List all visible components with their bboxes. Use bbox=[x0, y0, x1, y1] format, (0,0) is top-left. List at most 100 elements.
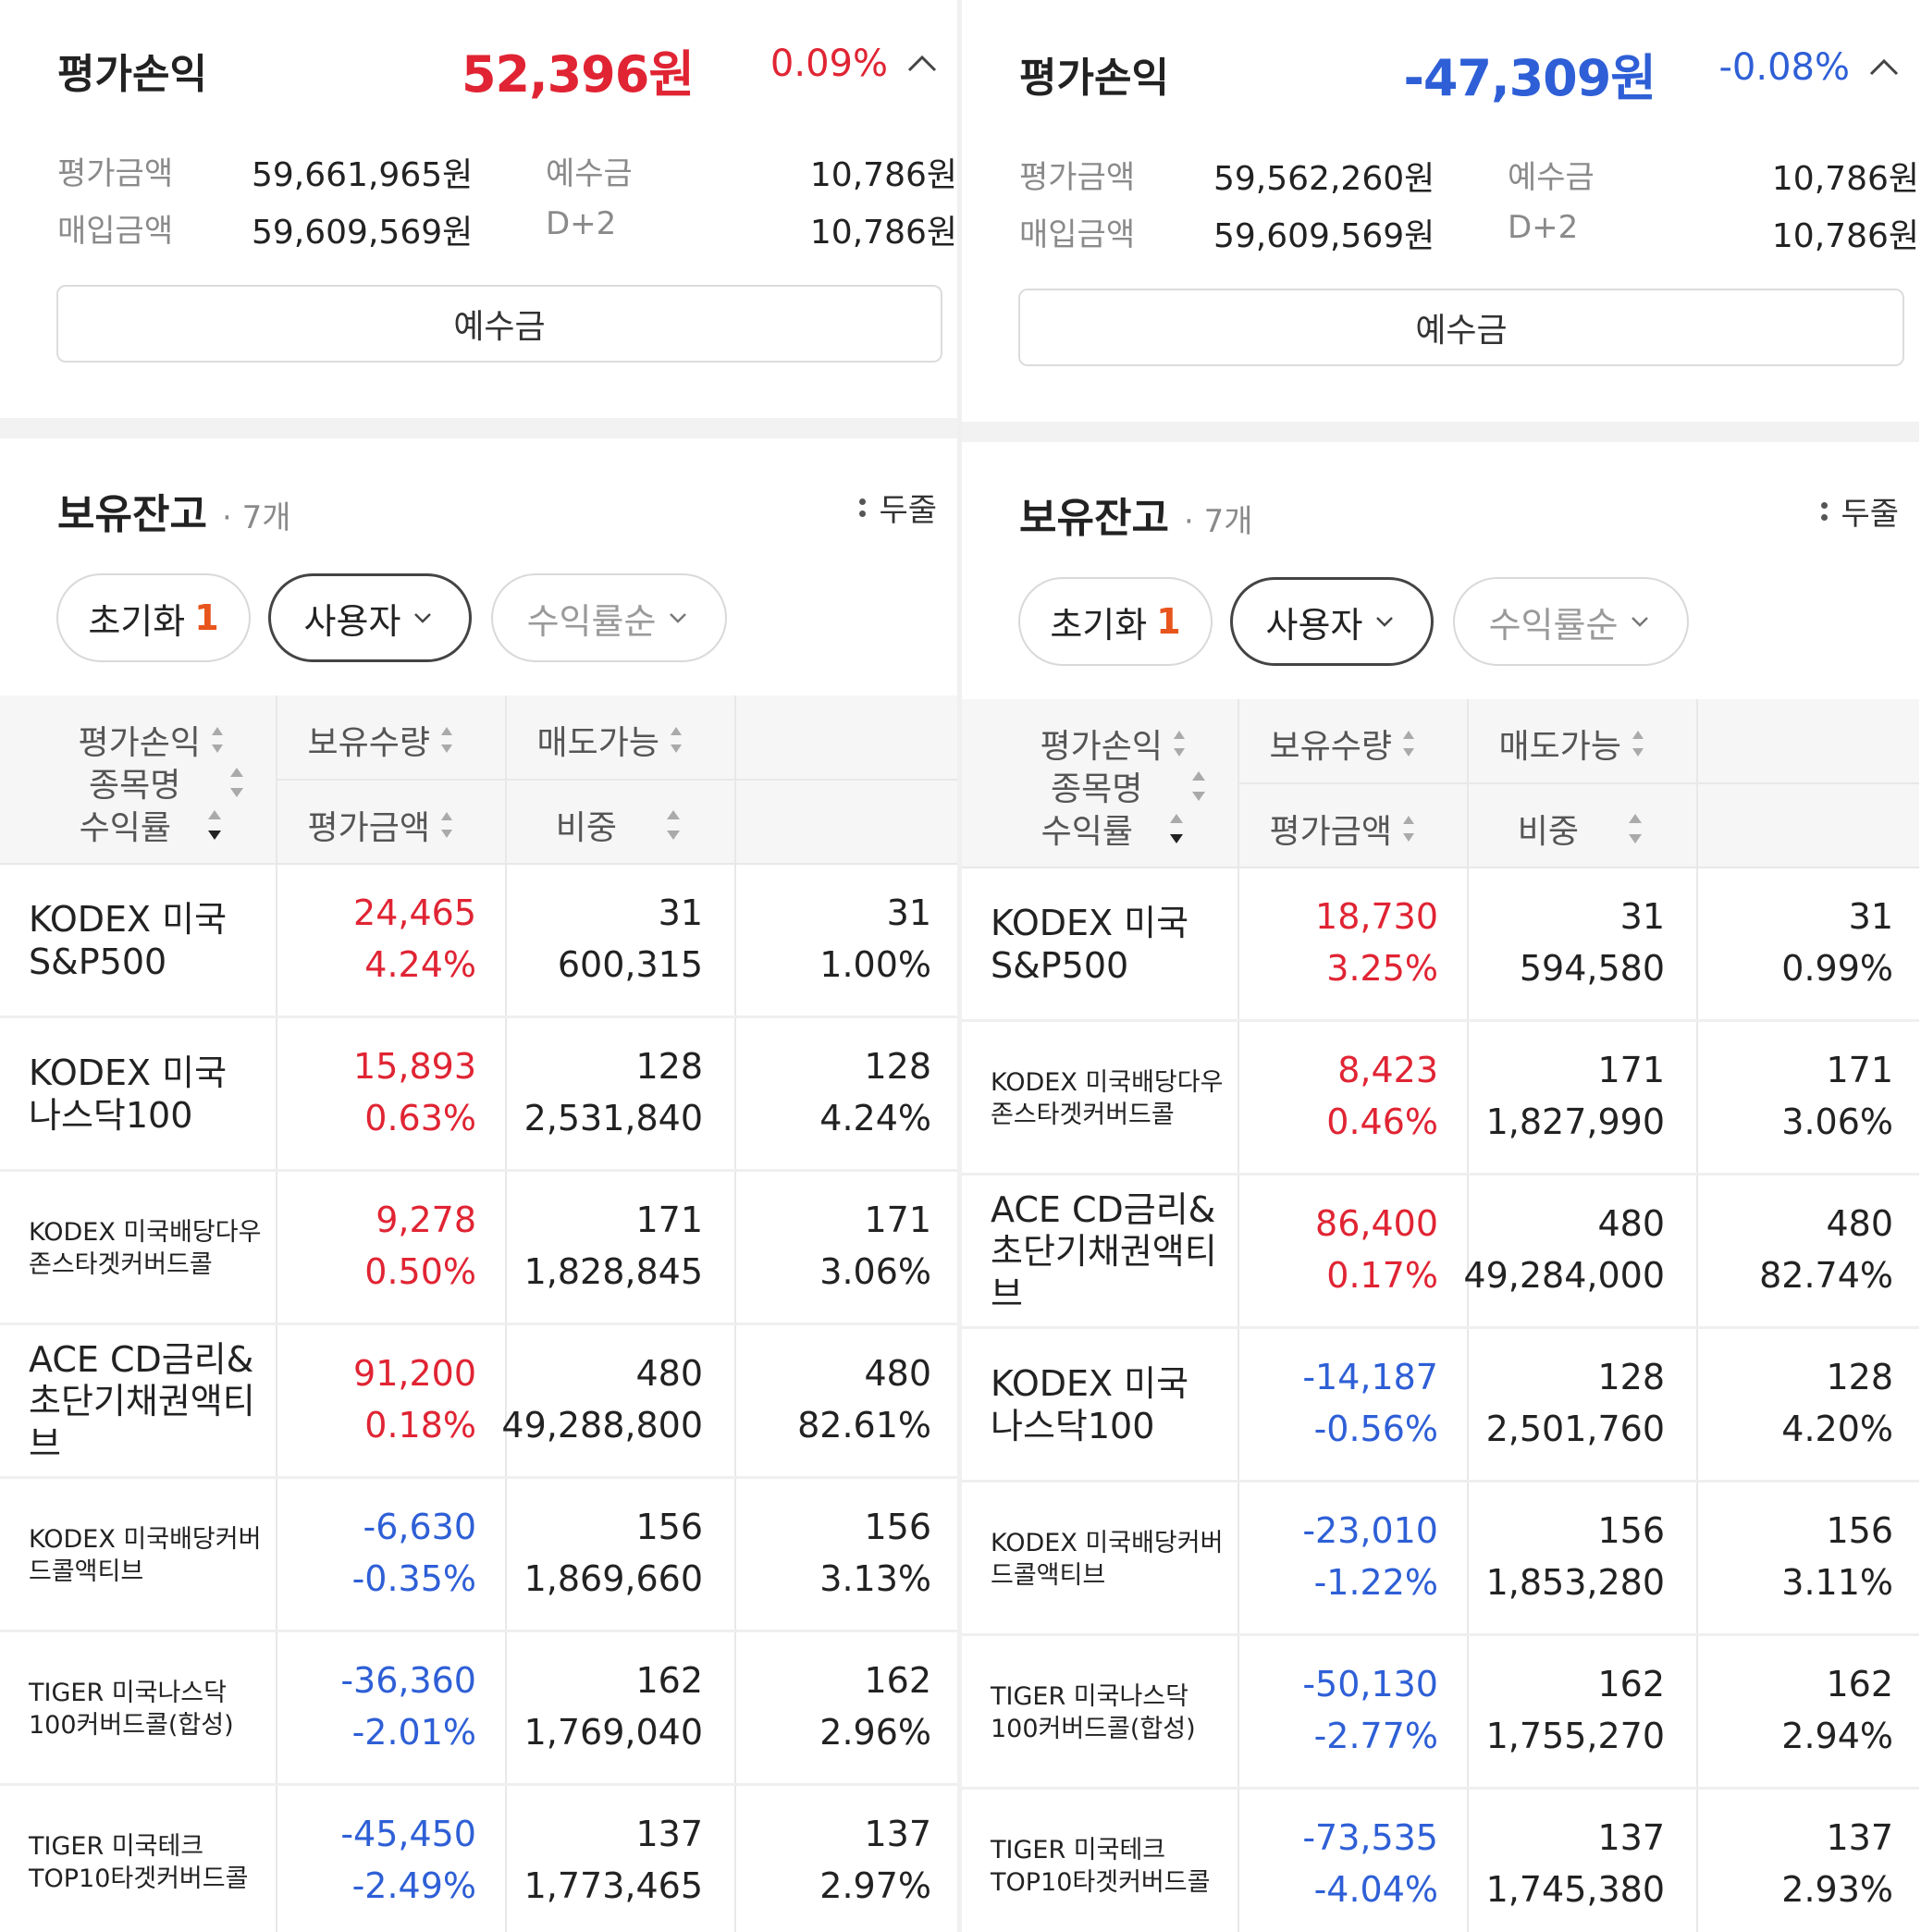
table-row[interactable]: KODEX 미국배당다우존스타겟커버드콜 8,423 0.46% 171 1,8… bbox=[962, 1022, 1919, 1175]
sellable-cell: 137 bbox=[864, 1814, 931, 1854]
qty-cell: 156 bbox=[635, 1507, 703, 1547]
weight-cell: 2.94% bbox=[1781, 1716, 1893, 1756]
rate-cell: 3.25% bbox=[1326, 948, 1438, 989]
column-divider bbox=[1696, 699, 1698, 1932]
header-pl[interactable]: 평가손익 bbox=[1041, 720, 1188, 768]
header-sellable[interactable]: 매도가능 bbox=[537, 716, 685, 764]
pl-cell: -14,187 bbox=[1302, 1357, 1438, 1397]
stock-name: ACE CD금리&초단기채권액티브 bbox=[991, 1188, 1217, 1314]
qty-cell: 137 bbox=[635, 1814, 703, 1854]
stock-name: TIGER 미국나스닥100커버드콜(합성) bbox=[991, 1681, 1196, 1743]
eval-cell: 1,755,270 bbox=[1485, 1716, 1665, 1756]
reset-label: 초기화 bbox=[1050, 604, 1148, 646]
d2-label: D+2 bbox=[1508, 209, 1579, 246]
qty-cell: 162 bbox=[635, 1660, 703, 1701]
header-rate-label: 수익률 bbox=[1041, 813, 1133, 851]
stock-name: KODEX 미국 S&P500 bbox=[991, 903, 1189, 986]
sellable-cell: 128 bbox=[864, 1046, 931, 1087]
table-row[interactable]: ACE CD금리&초단기채권액티브 86,400 0.17% 480 49,28… bbox=[962, 1175, 1919, 1329]
sort-icon bbox=[441, 727, 452, 753]
eval-cell: 600,315 bbox=[557, 944, 703, 985]
header-sellable[interactable]: 매도가능 bbox=[1499, 720, 1647, 768]
header-rate[interactable]: 수익률 bbox=[1041, 805, 1188, 853]
pl-cell: 24,465 bbox=[353, 892, 476, 933]
buy-amount-value: 59,609,569원 bbox=[1213, 217, 1435, 255]
sellable-cell: 31 bbox=[886, 892, 931, 933]
table-row[interactable]: TIGER 미국테크TOP10타겟커버드콜 -45,450 -2.49% 137… bbox=[0, 1786, 957, 1932]
two-line-toggle[interactable]: 두줄 bbox=[1821, 488, 1899, 534]
header-eval[interactable]: 평가금액 bbox=[308, 801, 456, 849]
header-pl-label: 평가손익 bbox=[78, 724, 201, 762]
sellable-cell: 156 bbox=[1826, 1510, 1893, 1551]
weight-cell: 82.74% bbox=[1759, 1255, 1893, 1296]
deposit-button[interactable]: 예수금 bbox=[1018, 289, 1904, 366]
chevron-up-icon[interactable] bbox=[1860, 44, 1908, 92]
column-divider bbox=[1467, 699, 1469, 1932]
table-row[interactable]: TIGER 미국나스닥100커버드콜(합성) -50,130 -2.77% 16… bbox=[962, 1636, 1919, 1790]
rate-cell: 4.24% bbox=[364, 944, 476, 985]
header-divider bbox=[276, 779, 957, 781]
user-filter-label: 사용자 bbox=[1265, 604, 1363, 646]
eval-cell: 1,745,380 bbox=[1485, 1869, 1665, 1910]
table-row[interactable]: KODEX 미국배당커버드콜액티브 -6,630 -0.35% 156 1,86… bbox=[0, 1479, 957, 1632]
header-eval[interactable]: 평가금액 bbox=[1270, 805, 1418, 853]
eval-cell: 1,827,990 bbox=[1485, 1101, 1665, 1142]
weight-cell: 0.99% bbox=[1781, 948, 1893, 989]
table-row[interactable]: KODEX 미국 나스닥100 -14,187 -0.56% 128 2,501… bbox=[962, 1329, 1919, 1483]
reset-filter-chip[interactable]: 초기화 1 bbox=[56, 573, 251, 662]
section-divider bbox=[962, 422, 1919, 442]
header-qty[interactable]: 보유수량 bbox=[308, 716, 456, 764]
table-row[interactable]: TIGER 미국테크TOP10타겟커버드콜 -73,535 -4.04% 137… bbox=[962, 1790, 1919, 1932]
header-name[interactable]: 종목명 bbox=[89, 758, 249, 806]
chevron-up-icon[interactable] bbox=[898, 41, 946, 89]
sort-dropdown[interactable]: 수익률순 bbox=[1453, 577, 1689, 666]
pl-cell: -73,535 bbox=[1302, 1817, 1438, 1858]
pl-cell: 18,730 bbox=[1315, 896, 1438, 937]
header-weight[interactable]: 비중 bbox=[1518, 805, 1647, 853]
weight-cell: 2.96% bbox=[819, 1712, 931, 1753]
rate-cell: -1.22% bbox=[1313, 1562, 1438, 1603]
qty-cell: 128 bbox=[635, 1046, 703, 1087]
header-rate[interactable]: 수익률 bbox=[80, 801, 227, 849]
sort-icon bbox=[441, 812, 452, 838]
eval-amount-label: 평가금액 bbox=[1019, 159, 1136, 196]
rate-cell: -4.04% bbox=[1313, 1869, 1438, 1910]
weight-cell: 1.00% bbox=[819, 944, 931, 985]
user-filter-dropdown[interactable]: 사용자 bbox=[1230, 577, 1434, 666]
table-row[interactable]: TIGER 미국나스닥100커버드콜(합성) -36,360 -2.01% 16… bbox=[0, 1632, 957, 1786]
stock-name: KODEX 미국배당다우존스타겟커버드콜 bbox=[991, 1067, 1224, 1129]
table-row[interactable]: KODEX 미국배당다우존스타겟커버드콜 9,278 0.50% 171 1,8… bbox=[0, 1172, 957, 1325]
table-row[interactable]: KODEX 미국 S&P500 24,465 4.24% 31 600,315 … bbox=[0, 865, 957, 1018]
deposit-button[interactable]: 예수금 bbox=[56, 285, 942, 363]
header-qty[interactable]: 보유수량 bbox=[1270, 720, 1418, 768]
rate-cell: -2.77% bbox=[1313, 1716, 1438, 1756]
header-divider bbox=[1238, 782, 1919, 784]
table-row[interactable]: KODEX 미국배당커버드콜액티브 -23,010 -1.22% 156 1,8… bbox=[962, 1483, 1919, 1636]
deposit-value: 10,786원 bbox=[809, 156, 957, 194]
header-name[interactable]: 종목명 bbox=[1051, 762, 1211, 810]
sort-dropdown[interactable]: 수익률순 bbox=[491, 573, 727, 662]
stock-name: TIGER 미국테크TOP10타겟커버드콜 bbox=[29, 1831, 249, 1893]
eval-cell: 1,769,040 bbox=[523, 1712, 703, 1753]
header-pl-label: 평가손익 bbox=[1040, 728, 1163, 766]
buy-amount-value: 59,609,569원 bbox=[252, 214, 474, 252]
chevron-down-icon bbox=[1632, 617, 1649, 627]
table-row[interactable]: KODEX 미국 S&P500 18,730 3.25% 31 594,580 … bbox=[962, 868, 1919, 1022]
two-line-toggle[interactable]: 두줄 bbox=[859, 485, 937, 530]
table-row[interactable]: KODEX 미국 나스닥100 15,893 0.63% 128 2,531,8… bbox=[0, 1018, 957, 1172]
sort-icon bbox=[1403, 731, 1414, 757]
table-row[interactable]: ACE CD금리&초단기채권액티브 91,200 0.18% 480 49,28… bbox=[0, 1325, 957, 1479]
sort-icon bbox=[1403, 816, 1414, 842]
chevron-down-icon bbox=[1376, 617, 1394, 627]
header-qty-label: 보유수량 bbox=[307, 724, 430, 762]
buy-amount-label: 매입금액 bbox=[57, 213, 174, 250]
sort-label: 수익률순 bbox=[526, 600, 657, 642]
header-weight[interactable]: 비중 bbox=[556, 801, 685, 849]
header-eval-label: 평가금액 bbox=[307, 809, 430, 847]
header-pl[interactable]: 평가손익 bbox=[79, 716, 227, 764]
reset-filter-chip[interactable]: 초기화 1 bbox=[1018, 577, 1213, 666]
d2-label: D+2 bbox=[546, 205, 617, 242]
user-filter-dropdown[interactable]: 사용자 bbox=[268, 573, 472, 662]
section-divider bbox=[0, 418, 957, 438]
pl-summary: 평가손익 52,396원 0.09% 평가금액 59,661,965원 매입금액… bbox=[0, 0, 957, 418]
